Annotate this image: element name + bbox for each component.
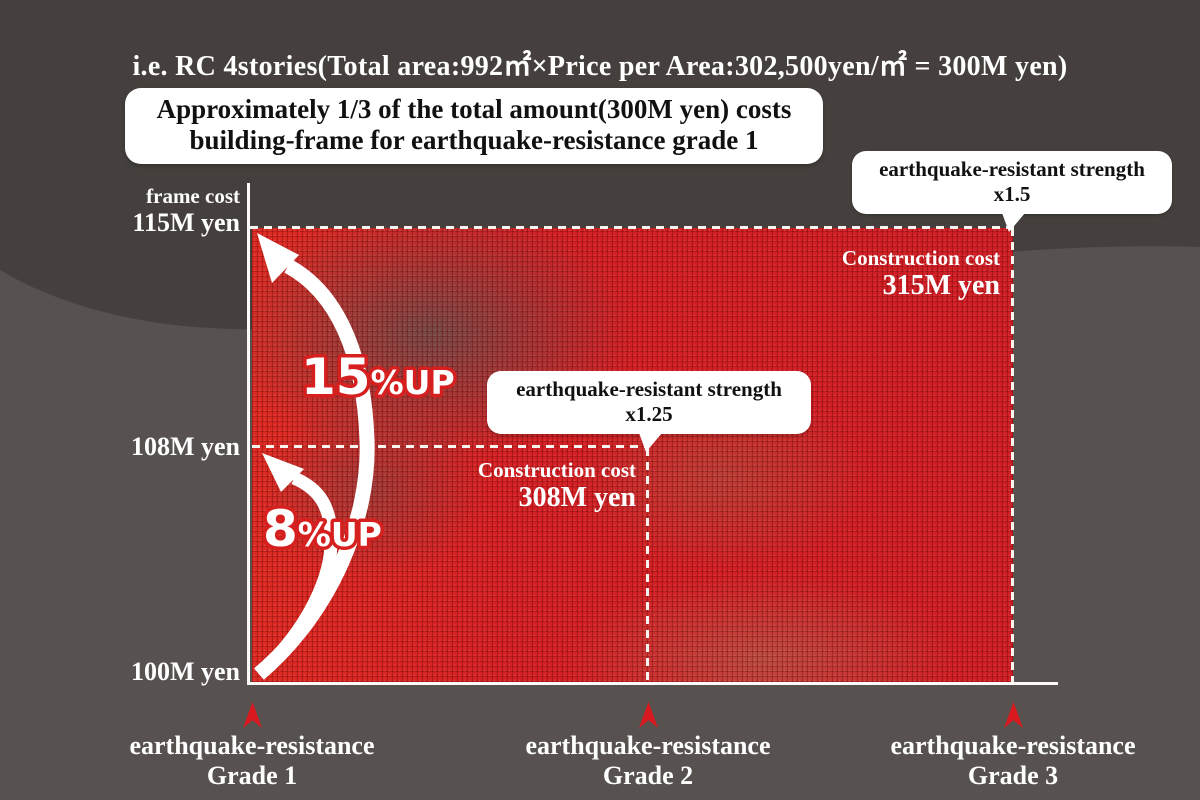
callout-x1-25-line2: x1.25 (625, 402, 673, 426)
construction-cost-grade3: Construction cost 315M yen (750, 246, 1000, 301)
y-tick-100m: 100M yen (130, 657, 240, 686)
x-label-grade2-line1: earthquake-resistance (525, 731, 771, 760)
y-axis-title: frame cost (146, 184, 240, 208)
callout-x1-25-line1: earthquake-resistant strength (516, 377, 782, 401)
x-label-grade2: earthquake-resistance Grade 2 (466, 731, 830, 791)
x-label-grade1: earthquake-resistance Grade 1 (70, 731, 434, 791)
construction-cost-grade2-label: Construction cost (477, 458, 636, 482)
summary-box: Approximately 1/3 of the total amount(30… (125, 88, 823, 164)
page-title: i.e. RC 4stories(Total area:992㎡×Price p… (132, 51, 1068, 82)
cost-area-fill (252, 228, 1013, 682)
dashed-line-grade2 (646, 448, 649, 682)
callout-x1-5-line1: earthquake-resistant strength (879, 157, 1145, 181)
dashed-line-115m (250, 226, 1016, 229)
x-label-grade1-line2: Grade 1 (206, 761, 298, 790)
x-axis-line (247, 682, 1058, 685)
x-label-grade3-line2: Grade 3 (967, 761, 1059, 790)
x-label-grade1-line1: earthquake-resistance (129, 731, 375, 760)
y-tick-108m: 108M yen (130, 432, 240, 461)
summary-line-2: building-frame for earthquake-resistance… (189, 125, 759, 155)
dashed-line-108m (252, 445, 649, 448)
y-axis-line (247, 183, 250, 685)
construction-cost-grade3-label: Construction cost (841, 246, 1000, 270)
summary-line-1: Approximately 1/3 of the total amount(30… (156, 94, 792, 124)
callout-strength-x1-5: earthquake-resistant strength x1.5 (852, 151, 1172, 232)
dashed-line-grade3 (1011, 228, 1014, 684)
callout-x1-5-line2: x1.5 (993, 182, 1031, 206)
construction-cost-grade2-value: 308M yen (518, 482, 636, 513)
construction-cost-grade3-value: 315M yen (882, 270, 1000, 301)
x-label-grade3-line1: earthquake-resistance (890, 731, 1136, 760)
x-label-grade2-line2: Grade 2 (602, 761, 694, 790)
construction-cost-grade2: Construction cost 308M yen (386, 458, 636, 513)
callout-strength-x1-25: earthquake-resistant strength x1.25 (487, 371, 811, 452)
y-tick-115m: 115M yen (132, 208, 240, 237)
x-label-grade3: earthquake-resistance Grade 3 (831, 731, 1195, 791)
